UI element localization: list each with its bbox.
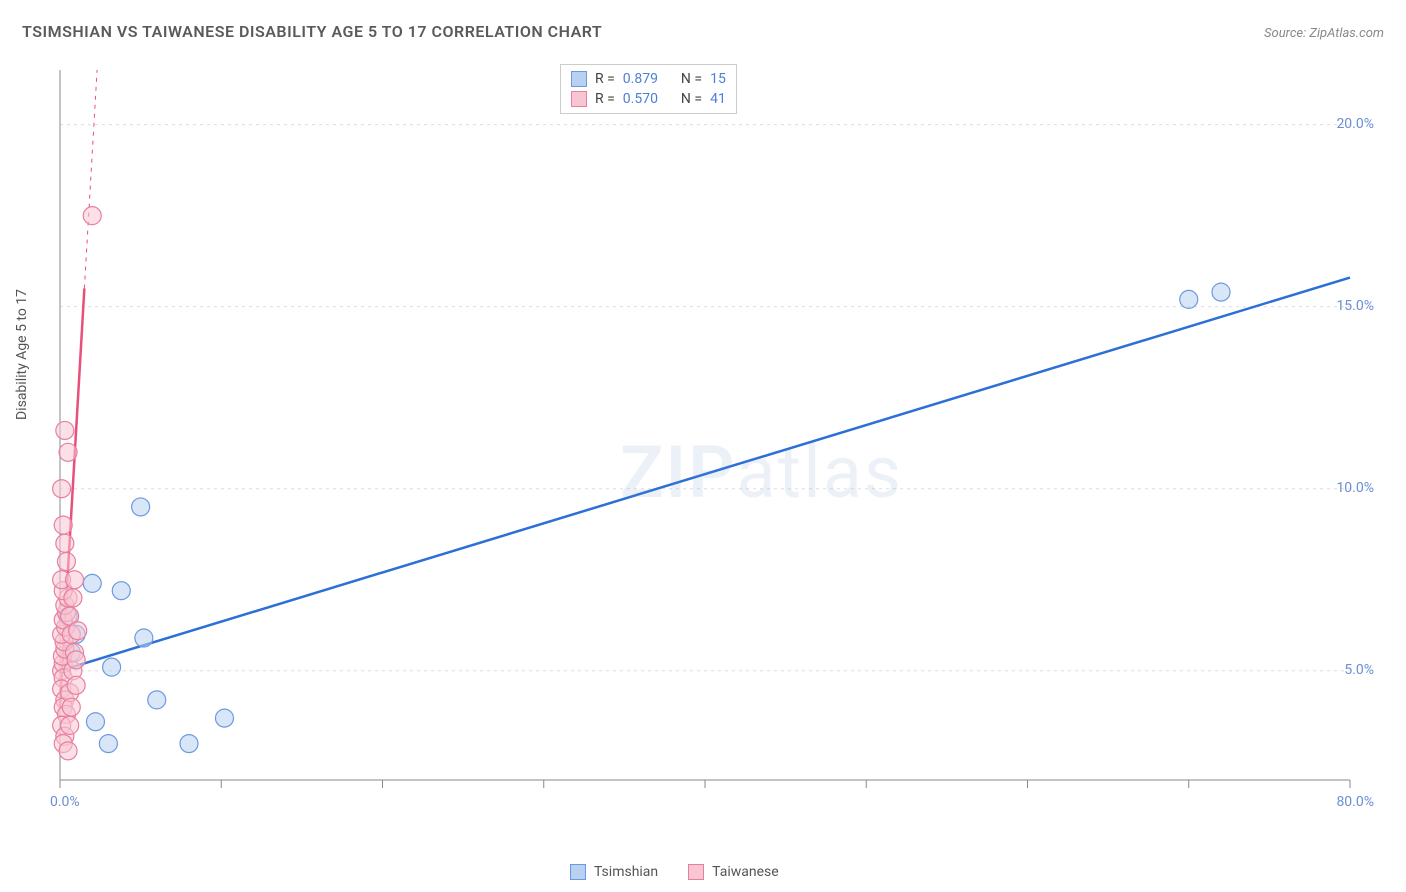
series-legend-item: Taiwanese [688,864,779,880]
x-max-label: 80.0% [1336,794,1374,810]
y-tick-label: 10.0% [1336,480,1374,496]
legend-swatch [570,864,586,880]
legend-row: R = 0.879 N = 15 [571,69,726,89]
title-bar: TSIMSHIAN VS TAIWANESE DISABILITY AGE 5 … [22,22,1384,41]
y-axis-label: Disability Age 5 to 17 [14,289,30,420]
n-label: N = [681,91,702,107]
r-label: R = [595,91,615,107]
series-legend: Tsimshian Taiwanese [570,864,779,880]
n-label: N = [681,71,702,87]
series-label: Taiwanese [712,864,779,880]
y-tick-label: 5.0% [1344,662,1374,678]
chart-svg [50,60,1380,810]
series-label: Tsimshian [594,864,658,880]
legend-swatch [571,91,587,107]
r-label: R = [595,71,615,87]
y-tick-label: 20.0% [1336,116,1374,132]
chart-title: TSIMSHIAN VS TAIWANESE DISABILITY AGE 5 … [22,22,602,41]
legend-row: R = 0.570 N = 41 [571,89,726,109]
legend-swatch [688,864,704,880]
source-attribution: Source: ZipAtlas.com [1264,26,1384,41]
n-value: 41 [710,91,726,107]
legend-swatch [571,71,587,87]
n-value: 15 [710,71,726,87]
plot-area: ZIPatlas 5.0%10.0%15.0%20.0%0.0%80.0% [50,60,1380,810]
series-legend-item: Tsimshian [570,864,658,880]
y-tick-label: 15.0% [1336,298,1374,314]
r-value: 0.879 [623,71,658,87]
x-min-label: 0.0% [50,794,80,810]
correlation-legend: R = 0.879 N = 15 R = 0.570 N = 41 [560,64,737,114]
r-value: 0.570 [623,91,658,107]
